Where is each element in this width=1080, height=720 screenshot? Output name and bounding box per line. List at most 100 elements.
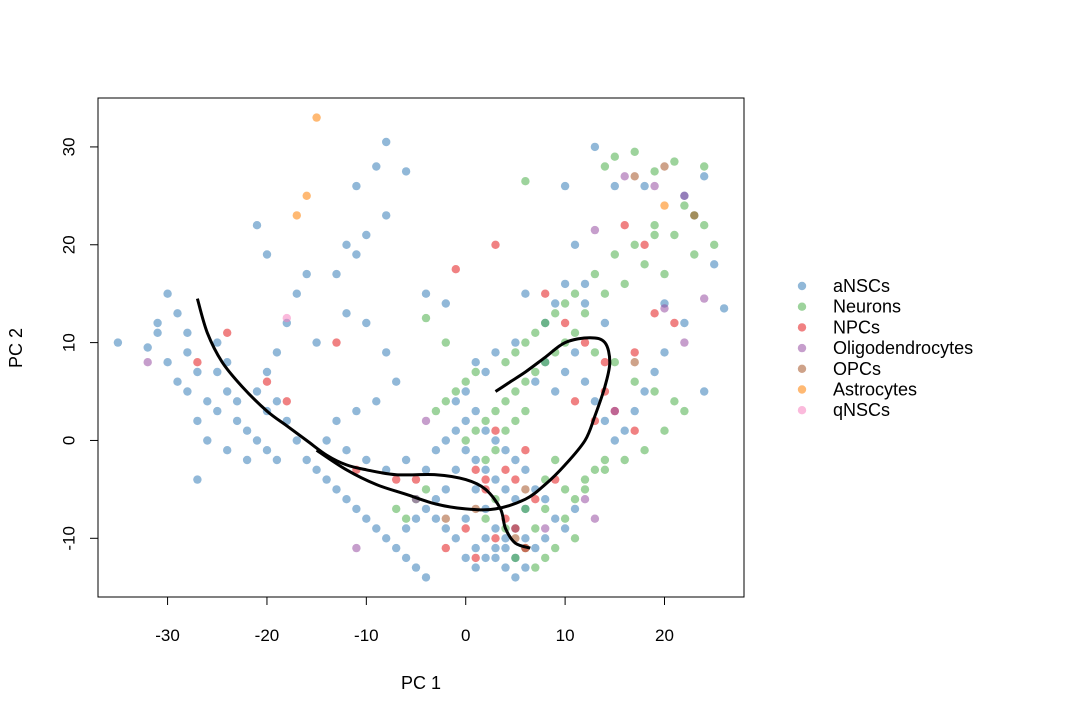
- point-anscs-12: [223, 387, 232, 396]
- point-anscs-84: [471, 485, 480, 494]
- point-npcs-14: [630, 348, 639, 357]
- point-npcs-4: [332, 338, 341, 347]
- point-neurons-30: [590, 348, 600, 357]
- point-anscs-96: [461, 514, 470, 523]
- point-anscs-22: [242, 455, 252, 465]
- point-anscs-59: [352, 250, 361, 259]
- legend: aNSCsNeuronsNPCsOligodendrocytesOPCsAstr…: [797, 276, 973, 420]
- point-anscs-10: [203, 397, 212, 406]
- point-neurons-38: [620, 455, 629, 465]
- point-anscs-6: [163, 358, 172, 367]
- point-npcs-26: [531, 495, 540, 504]
- point-neurons-35: [680, 406, 689, 416]
- point-anscs-34: [352, 504, 361, 514]
- point-anscs-90: [481, 534, 490, 543]
- point-npcs-38: [491, 426, 500, 435]
- y-tick-label: -10: [59, 526, 78, 551]
- point-neurons-1: [441, 338, 450, 347]
- point-npcs-3: [282, 397, 291, 406]
- point-anscs-52: [372, 162, 381, 171]
- point-anscs-78: [471, 406, 480, 416]
- x-tick-label: -10: [354, 626, 379, 645]
- point-anscs-33: [342, 495, 351, 504]
- point-neurons-3: [610, 152, 619, 161]
- point-anscs-139: [660, 348, 669, 357]
- point-oligodendrocytes-12: [590, 514, 600, 523]
- point-opcs-5: [441, 514, 450, 523]
- point-anscs-136: [630, 406, 639, 416]
- point-anscs-35: [362, 514, 371, 523]
- point-anscs-110: [570, 504, 580, 514]
- point-anscs-155: [521, 289, 530, 298]
- point-anscs-7: [173, 377, 182, 386]
- point-anscs-82: [511, 455, 520, 465]
- point-anscs-109: [560, 524, 570, 533]
- point-neurons-74: [680, 201, 689, 210]
- point-neurons-70: [630, 240, 639, 249]
- point-anscs-11: [213, 406, 222, 416]
- x-tick-label: -30: [155, 626, 180, 645]
- point-anscs-99: [511, 573, 520, 582]
- legend-label-qnscs: qNSCs: [833, 400, 890, 420]
- point-neurons-73: [700, 221, 709, 230]
- point-npcs-11: [560, 318, 570, 328]
- point-npcs-10: [541, 289, 550, 298]
- point-anscs-14: [242, 426, 252, 435]
- point-anscs-146: [719, 304, 729, 313]
- point-anscs-128: [551, 387, 560, 396]
- point-neurons-39: [600, 465, 610, 474]
- point-anscs-4: [173, 309, 182, 318]
- point-anscs-150: [560, 181, 570, 191]
- point-neurons-42: [541, 504, 550, 514]
- x-axis-label: PC 1: [401, 673, 441, 693]
- legend-label-astrocytes: Astrocytes: [833, 380, 917, 400]
- point-anscs-9: [193, 367, 202, 377]
- point-anscs-63: [382, 348, 391, 357]
- point-anscs-61: [342, 309, 351, 318]
- point-anscs-24: [252, 387, 262, 396]
- point-neurons-58: [461, 377, 470, 386]
- point-npcs-37: [521, 446, 530, 455]
- point-npcs-6: [411, 475, 421, 484]
- point-anscs-126: [531, 377, 540, 386]
- point-neurons-81: [401, 514, 411, 523]
- point-anscs-45: [292, 289, 301, 298]
- point-neurons-37: [640, 446, 649, 455]
- point-neurons-48: [551, 543, 560, 553]
- point-neurons-8: [700, 162, 709, 171]
- point-neurons-22: [531, 367, 540, 377]
- point-neurons-56: [441, 397, 450, 406]
- point-neurons-47: [541, 553, 550, 563]
- point-npcs-28: [461, 524, 470, 533]
- point-anscs-46: [302, 269, 311, 279]
- point-anscs-93: [451, 534, 460, 543]
- plot-frame: [97, 97, 745, 598]
- point-oligodendrocytes-2: [421, 416, 431, 426]
- point-neurons-40: [580, 475, 590, 484]
- point-oligodendrocytes-11: [580, 495, 590, 504]
- point-anscs-20: [203, 436, 212, 445]
- point-anscs-162: [560, 279, 570, 289]
- point-neurons-29: [461, 436, 470, 445]
- point-neurons-4: [630, 147, 639, 156]
- point-npcs-20: [481, 475, 490, 484]
- point-anscs-106: [531, 543, 540, 553]
- point-oligodendrocytes-10: [610, 406, 619, 416]
- point-anscs-100: [471, 563, 480, 572]
- x-tick-label: 0: [461, 626, 470, 645]
- point-oligodendrocytes-5: [650, 181, 659, 191]
- point-neurons-5: [600, 162, 610, 171]
- point-npcs-15: [620, 221, 629, 230]
- point-anscs-145: [710, 260, 719, 269]
- point-neurons-12: [710, 240, 719, 249]
- point-anscs-51: [352, 181, 361, 191]
- point-opcs-1: [660, 162, 669, 171]
- point-anscs-79: [481, 426, 490, 435]
- point-npcs-17: [650, 309, 659, 318]
- trajectory-curve-0: [195, 298, 531, 550]
- point-neurons-64: [541, 318, 550, 328]
- point-neurons-46: [531, 563, 540, 572]
- y-tick-label: 30: [59, 137, 78, 156]
- point-neurons-18: [570, 328, 580, 337]
- point-neurons-69: [610, 250, 619, 259]
